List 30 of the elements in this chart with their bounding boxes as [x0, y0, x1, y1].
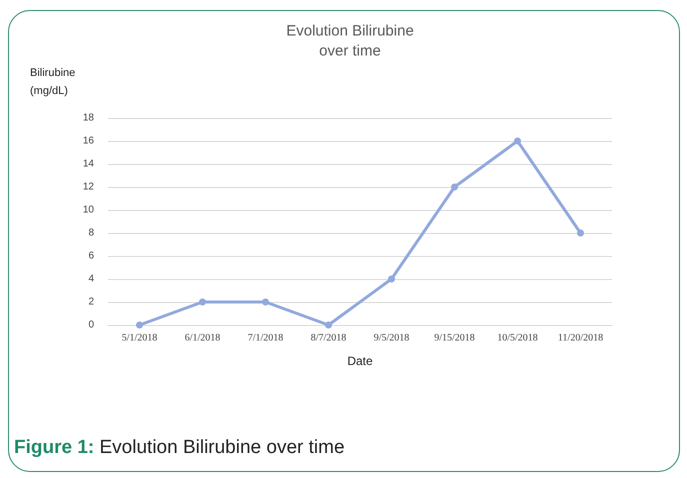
x-tick-label: 10/5/2018	[497, 332, 538, 344]
y-axis-title: Bilirubine (mg/dL)	[30, 67, 76, 97]
x-tick-label: 8/7/2018	[310, 332, 346, 344]
x-tick-label: 9/5/2018	[374, 332, 410, 344]
y-tick-label: 4	[88, 274, 94, 284]
caption: Figure 1: Evolution Bilirubine over time	[14, 437, 345, 459]
point	[514, 138, 521, 144]
y-tick-label: 0	[88, 320, 94, 330]
y-tick-label: 6	[88, 250, 94, 262]
point	[262, 298, 269, 306]
x-tick-label: 9/15/2018	[434, 332, 475, 344]
point	[577, 230, 584, 236]
x-tick-label: 5/1/2018	[122, 332, 158, 344]
chart-title: Evolution Bilirubine over time	[286, 22, 414, 60]
y-tick-label: 10	[82, 204, 94, 216]
x-tick-label: 11/20/2018	[558, 332, 604, 344]
point	[388, 276, 395, 282]
point	[451, 184, 458, 190]
y-tick-label: 12	[82, 182, 94, 192]
y-tick-label: 16	[82, 136, 94, 146]
y-tick-label: 18	[82, 112, 94, 124]
y-tick-label: 14	[82, 158, 94, 170]
y-tick-label: 8	[88, 228, 94, 238]
x-tick-label: 6/1/2018	[184, 332, 220, 344]
point	[325, 322, 332, 328]
point	[199, 298, 206, 306]
point	[136, 322, 143, 328]
x-axis-title: Date	[347, 354, 373, 368]
x-tick-label: 7/1/2018	[248, 332, 284, 344]
y-tick-label: 2	[88, 296, 94, 308]
